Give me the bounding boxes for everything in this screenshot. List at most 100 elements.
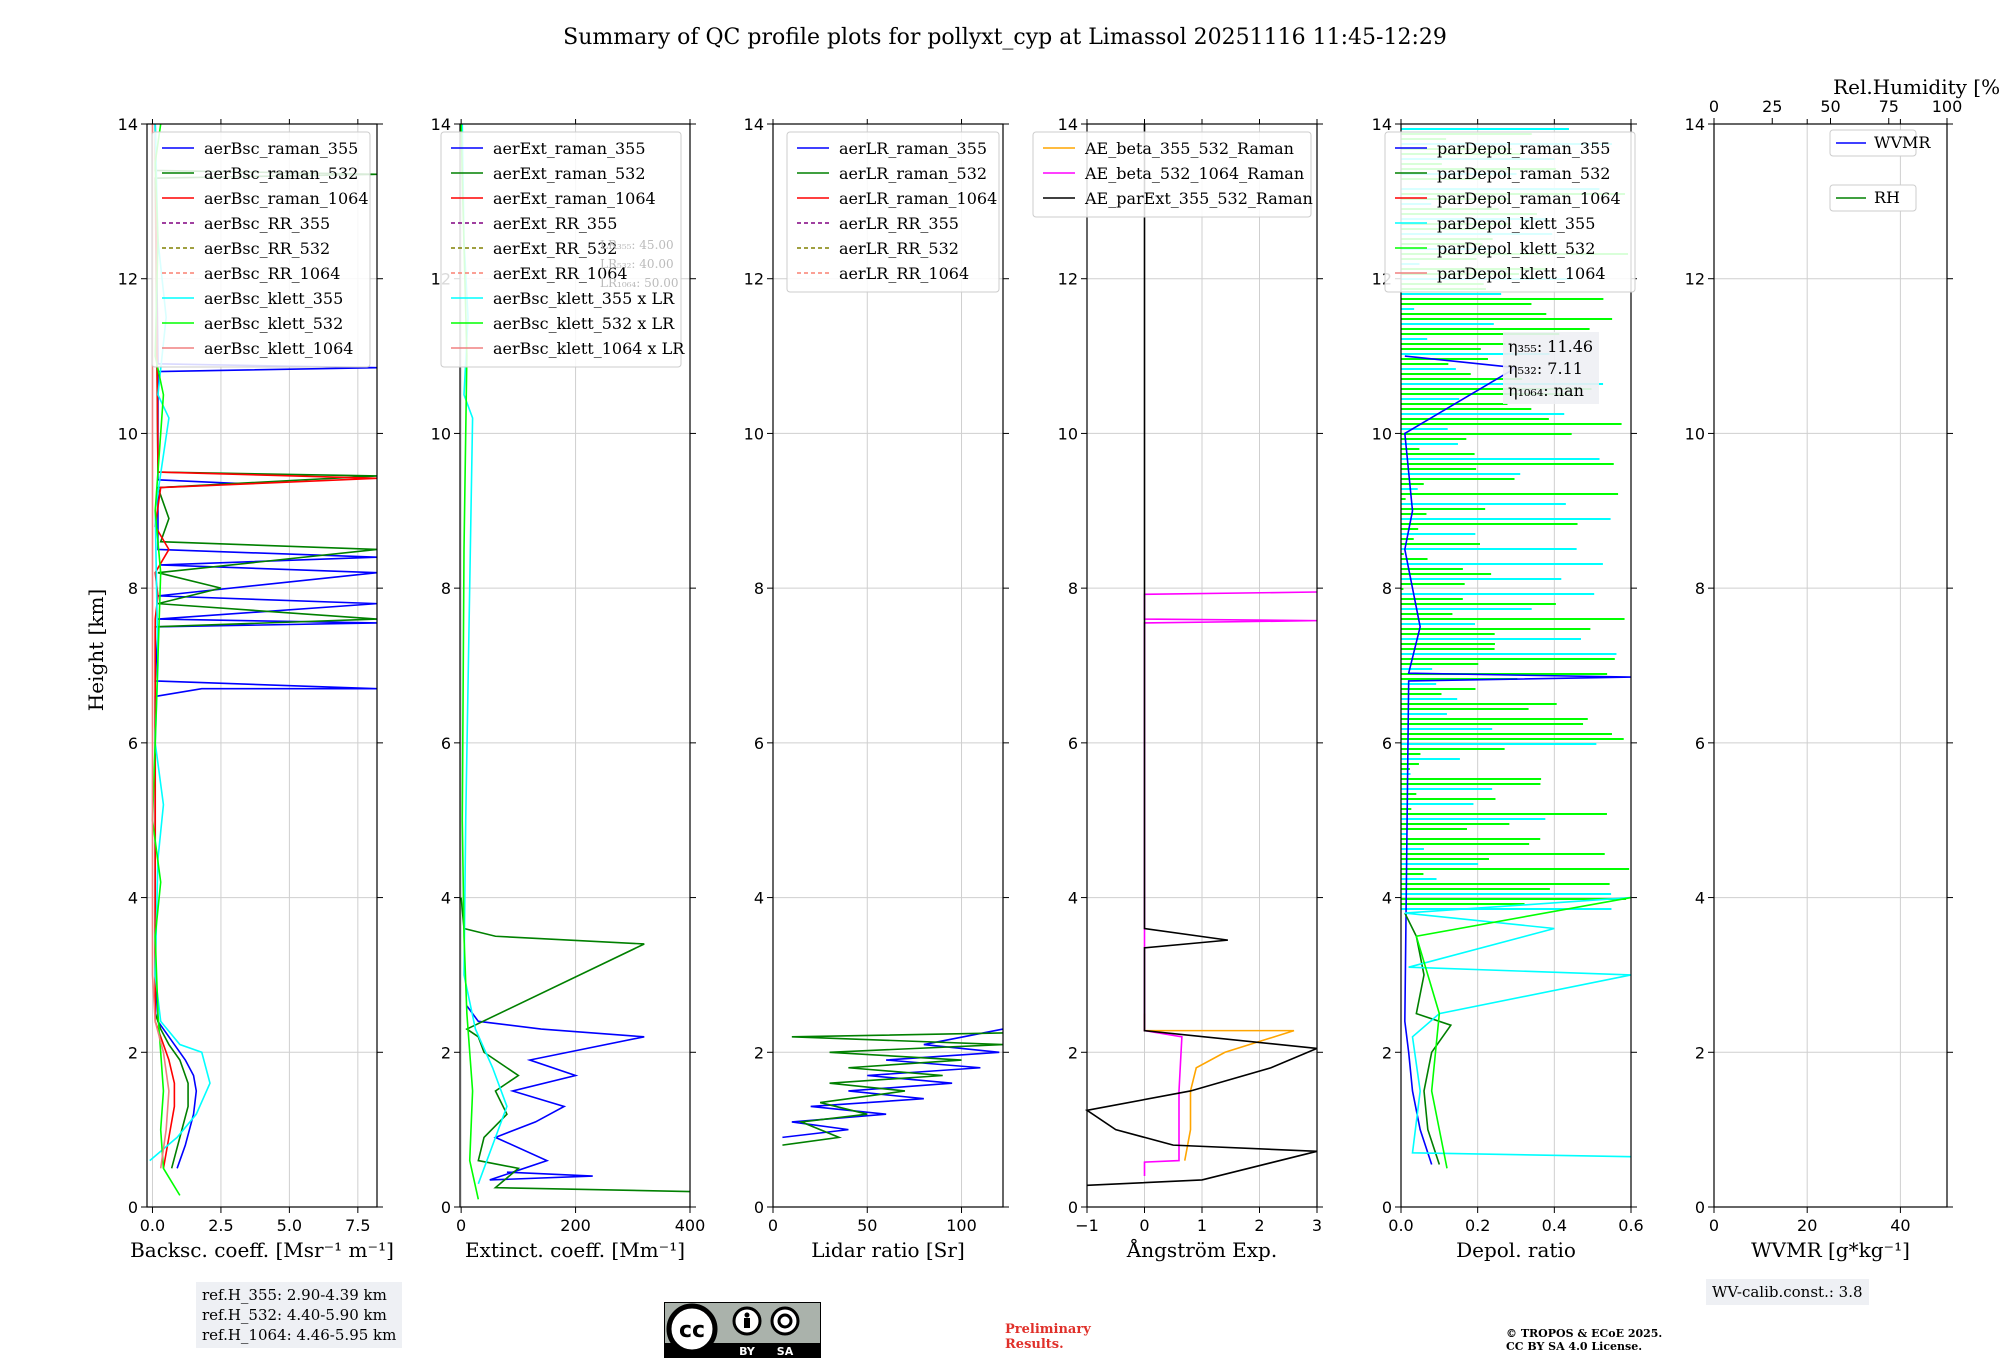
- cc-logo-icon: [666, 1303, 718, 1355]
- legend-label: aerBsc_RR_532: [204, 239, 330, 258]
- x-tick-label: 40: [1890, 1216, 1910, 1235]
- legend-label: aerBsc_klett_532: [204, 314, 343, 333]
- x-tick-label: 3: [1312, 1216, 1322, 1235]
- x-tick-label: 5.0: [277, 1216, 302, 1235]
- series-line-parDepol_raman_355: [1403, 355, 1632, 1165]
- legend-label: aerLR_RR_355: [839, 214, 959, 233]
- series-line-aerLR_raman_532: [782, 1032, 1004, 1146]
- x-tick-label: 100: [946, 1216, 977, 1235]
- legend-label: aerLR_RR_1064: [839, 264, 969, 283]
- legend-box: [440, 131, 682, 368]
- legend-label: parDepol_klett_355: [1437, 214, 1595, 233]
- wv-calibration-box: WV-calib.const.: 3.8: [1706, 1279, 1869, 1305]
- legend-box: [1829, 184, 1917, 212]
- x-tick-label: 50: [857, 1216, 877, 1235]
- legend-label: AE_parExt_355_532_Raman: [1084, 189, 1313, 208]
- legend-label: parDepol_raman_1064: [1437, 189, 1621, 208]
- x-axis-label: Lidar ratio [Sr]: [811, 1238, 965, 1262]
- y-tick-label: 10: [118, 424, 138, 443]
- y-tick-label: 12: [744, 270, 764, 289]
- series-line-aerExt_raman_532: [460, 897, 691, 1193]
- preliminary-line-1: Preliminary: [1005, 1322, 1091, 1337]
- y-tick-label: 0: [1382, 1198, 1392, 1217]
- axes-frame: [146, 123, 378, 1208]
- y-tick-label: 12: [118, 270, 138, 289]
- y-tick-label: 4: [1695, 889, 1705, 908]
- y-tick-label: 10: [1058, 424, 1078, 443]
- y-tick-label: 6: [441, 734, 451, 753]
- panel-lidarratio: 0 50 100 0 2 4 6 8 10 12 14 Lidar ratio [Sr] aerLR_r…: [744, 115, 1009, 1262]
- legend-label: aerLR_raman_355: [839, 139, 987, 158]
- y-tick-label: 10: [1685, 424, 1705, 443]
- y-tick-label: 8: [1382, 579, 1392, 598]
- series-line-aerBsc_klett_1064: [151, 124, 170, 1169]
- legend-label: aerExt_RR_355: [493, 214, 617, 233]
- lr-label: LR₃₅₅: 45.00: [600, 238, 674, 252]
- ref-height-532: ref.H_532: 4.40-5.90 km: [202, 1306, 387, 1324]
- axes-frame: [1713, 123, 1948, 1208]
- x-axis-label: WVMR [g*kg⁻¹]: [1751, 1238, 1910, 1262]
- y-tick-label: 4: [1382, 889, 1392, 908]
- legend-label: aerLR_raman_1064: [839, 189, 997, 208]
- legend-box: [151, 131, 371, 368]
- x-axis-label: Backsc. coeff. [Msr⁻¹ m⁻¹]: [130, 1238, 394, 1262]
- y-tick-label: 2: [128, 1043, 138, 1062]
- y-tick-label: 14: [744, 115, 764, 134]
- legend-label: aerBsc_klett_1064: [204, 339, 353, 358]
- y-tick-label: 10: [1372, 424, 1392, 443]
- top-x-tick-label: 0: [1709, 97, 1719, 116]
- top-x-tick-label: 100: [1932, 97, 1963, 116]
- series-line-aerExt_raman_355: [466, 1005, 645, 1181]
- x-tick-label: 0: [456, 1216, 466, 1235]
- reference-height-box: ref.H_355: 2.90-4.39 km ref.H_532: 4.40-…: [196, 1282, 403, 1348]
- x-tick-label: 0.4: [1542, 1216, 1567, 1235]
- legend-label: parDepol_klett_1064: [1437, 264, 1606, 283]
- copyright-line-2: CC BY SA 4.0 License.: [1506, 1340, 1643, 1353]
- cc-sa-label: SA: [777, 1345, 794, 1358]
- y-tick-label: 6: [1068, 734, 1078, 753]
- series-line-parDepol_raman_532: [1404, 912, 1453, 1165]
- x-tick-label: 0: [1709, 1216, 1719, 1235]
- y-tick-label: 0: [1068, 1198, 1078, 1217]
- legend-box: [1829, 129, 1917, 157]
- top-x-tick-label: 25: [1762, 97, 1782, 116]
- y-tick-label: 14: [431, 115, 451, 134]
- cc-by-label: BY: [739, 1345, 756, 1358]
- series-line-AE_beta_532_1064_Raman: [1143, 591, 1318, 1177]
- y-tick-label: 0: [128, 1198, 138, 1217]
- y-tick-label: 0: [1695, 1198, 1705, 1217]
- y-tick-label: 0: [441, 1198, 451, 1217]
- top-x-tick-label: 75: [1879, 97, 1899, 116]
- legend-label: aerBsc_klett_355 x LR: [493, 289, 675, 308]
- legend-label: parDepol_raman_532: [1437, 164, 1610, 183]
- legend-label: aerExt_raman_1064: [493, 189, 656, 208]
- y-tick-label: 2: [1068, 1043, 1078, 1062]
- y-tick-label: 2: [441, 1043, 451, 1062]
- legend-label: RH: [1874, 188, 1900, 207]
- legend: AE_beta_355_532_Raman AE_beta_532_1064_Ra…: [1032, 131, 1313, 218]
- legend-label: aerBsc_RR_1064: [204, 264, 340, 283]
- panel-extinction: 020040002468101214Extinct. coeff. [Mm⁻¹]…: [431, 115, 706, 1262]
- x-tick-label: 1: [1197, 1216, 1207, 1235]
- cc-logo-text: cc: [679, 1318, 705, 1343]
- legend-label: parDepol_klett_532: [1437, 239, 1595, 258]
- eta-label: η₅₃₂: 7.11: [1508, 359, 1583, 378]
- axes-frame: [1400, 123, 1632, 1208]
- x-tick-label: 0.2: [1465, 1216, 1490, 1235]
- legend-label: aerBsc_klett_532 x LR: [493, 314, 675, 333]
- y-tick-label: 8: [1695, 579, 1705, 598]
- legend: parDepol_raman_355 parDepol_raman_532 parD…: [1384, 131, 1636, 293]
- y-axis-label: Height [km]: [84, 589, 108, 711]
- legend-label: aerLR_RR_532: [839, 239, 959, 258]
- legend-label: parDepol_raman_355: [1437, 139, 1610, 158]
- legend-label: aerBsc_RR_355: [204, 214, 330, 233]
- x-axis-label: Depol. ratio: [1456, 1238, 1576, 1262]
- panel-backscatter: 0.0 2.5 5.0 7.5 0 2 4 6 8 10 12 14 Backsc. coeff. [M…: [118, 115, 394, 1262]
- y-tick-label: 14: [1685, 115, 1705, 134]
- legend-box: [1384, 131, 1636, 293]
- axes-frame: [772, 123, 1004, 1208]
- legend-label: WVMR: [1874, 133, 1931, 152]
- y-tick-label: 6: [128, 734, 138, 753]
